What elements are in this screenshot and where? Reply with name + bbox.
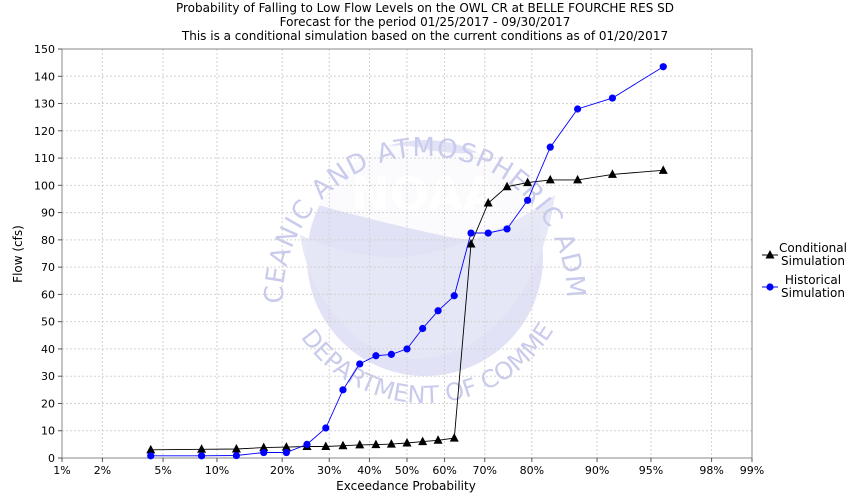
x-axis-label: Exceedance Probability xyxy=(336,479,476,493)
chart-subtitle-period: Forecast for the period 01/25/2017 - 09/… xyxy=(279,15,571,29)
x-tick-label: 50% xyxy=(395,464,419,477)
data-point-conditional xyxy=(483,198,493,207)
x-tick-label: 95% xyxy=(639,464,663,477)
x-tick-label: 30% xyxy=(317,464,341,477)
data-point-conditional xyxy=(658,165,668,174)
y-axis: 0 10 20 30 40 50 60 70 80 90 100 110 120 130 140 150 xyxy=(34,43,62,465)
data-point-historical xyxy=(608,94,617,102)
y-tick-label: 110 xyxy=(34,152,55,165)
y-tick-label: 70 xyxy=(41,261,55,274)
data-point-historical xyxy=(260,448,268,457)
y-tick-label: 120 xyxy=(34,125,55,138)
x-tick-label: 20% xyxy=(270,464,294,477)
x-tick-label: 2% xyxy=(94,464,111,477)
data-point-conditional xyxy=(338,440,348,450)
y-tick-label: 50 xyxy=(41,316,55,329)
data-point-historical xyxy=(546,143,554,151)
y-tick-label: 60 xyxy=(41,288,55,301)
y-tick-label: 20 xyxy=(41,397,55,410)
data-point-historical xyxy=(322,424,330,432)
data-point-historical xyxy=(303,440,311,448)
data-point-conditional xyxy=(466,238,476,248)
y-tick-label: 150 xyxy=(34,43,55,56)
legend-item-conditional: Conditional Simulation xyxy=(762,241,847,268)
x-tick-label: 98% xyxy=(699,464,723,477)
data-point-historical xyxy=(467,229,475,237)
data-point-historical xyxy=(450,292,458,300)
data-point-historical xyxy=(232,451,241,460)
y-tick-label: 130 xyxy=(34,98,55,111)
legend-item-historical: Historical Simulation xyxy=(762,273,845,300)
data-point-historical xyxy=(356,360,364,368)
x-tick-label: 10% xyxy=(205,464,229,477)
data-point-conditional xyxy=(386,439,396,448)
chart-legend: Conditional Simulation Historical Simulatio… xyxy=(762,241,847,300)
x-tick-label: 90% xyxy=(585,464,609,477)
data-point-conditional xyxy=(573,174,583,184)
y-tick-label: 10 xyxy=(41,425,55,438)
series-layer xyxy=(146,63,668,460)
x-tick-label: 5% xyxy=(154,464,171,477)
data-point-historical xyxy=(659,63,667,71)
data-point-conditional xyxy=(231,444,241,453)
data-point-historical xyxy=(524,196,532,204)
data-point-historical xyxy=(387,350,395,358)
data-point-conditional xyxy=(523,177,533,187)
x-tick-label: 99% xyxy=(740,464,764,477)
watermark-logo-text: NOAA xyxy=(351,167,499,221)
data-point-conditional xyxy=(281,442,291,451)
data-point-conditional xyxy=(371,439,381,449)
legend-marker-historical xyxy=(766,283,774,291)
x-tick-label: 80% xyxy=(520,464,544,477)
data-point-conditional xyxy=(197,444,207,453)
y-tick-label: 90 xyxy=(41,207,55,220)
legend-label-historical: Historical Simulation xyxy=(781,273,845,300)
y-tick-label: 30 xyxy=(41,370,55,383)
watermark-wave xyxy=(300,195,555,359)
data-point-historical xyxy=(503,225,511,233)
y-tick-label: 80 xyxy=(41,234,55,247)
series-historical xyxy=(147,63,667,460)
legend-marker-conditional xyxy=(765,250,775,259)
data-point-conditional xyxy=(402,438,412,447)
data-point-conditional xyxy=(418,436,428,446)
x-tick-label: 1% xyxy=(53,464,70,477)
y-tick-label: 0 xyxy=(48,452,55,465)
data-point-historical xyxy=(147,452,155,460)
chart-subtitle-conditions: This is a conditional simulation based o… xyxy=(181,29,669,43)
data-point-historical xyxy=(573,105,582,113)
data-point-conditional xyxy=(146,444,156,454)
data-point-conditional xyxy=(449,433,459,442)
data-point-historical xyxy=(372,352,380,360)
data-point-historical xyxy=(197,452,206,460)
data-point-conditional xyxy=(607,169,617,178)
x-tick-label: 70% xyxy=(473,464,497,477)
data-point-historical xyxy=(434,307,442,315)
legend-label-conditional: Conditional Simulation xyxy=(779,241,847,268)
y-tick-label: 140 xyxy=(34,70,55,83)
data-point-conditional xyxy=(321,441,331,451)
y-tick-label: 40 xyxy=(41,343,55,356)
chart-title: Probability of Falling to Low Flow Level… xyxy=(175,1,675,15)
x-tick-label: 60% xyxy=(432,464,456,477)
y-axis-label: Flow (cfs) xyxy=(11,225,25,283)
data-point-conditional xyxy=(545,174,555,184)
data-point-conditional xyxy=(355,439,365,449)
watermark-gull xyxy=(300,110,565,240)
noaa-watermark: NOAANATIONAL OCEANIC AND ATMOSPHERIC ADM… xyxy=(0,0,589,409)
data-point-historical xyxy=(419,324,427,333)
y-tick-label: 100 xyxy=(34,179,55,192)
data-point-conditional xyxy=(502,181,512,191)
data-point-historical xyxy=(339,386,347,394)
data-point-historical xyxy=(403,345,411,353)
data-point-conditional xyxy=(433,435,443,444)
data-point-historical xyxy=(282,448,290,457)
data-point-historical xyxy=(484,229,492,237)
x-tick-label: 40% xyxy=(357,464,381,477)
x-axis: 1% 2% 5% 10% 20% 30% 40% 50% 60% 70% 80% 90% 95% 98% 9… xyxy=(53,458,764,477)
data-point-conditional xyxy=(259,442,269,452)
